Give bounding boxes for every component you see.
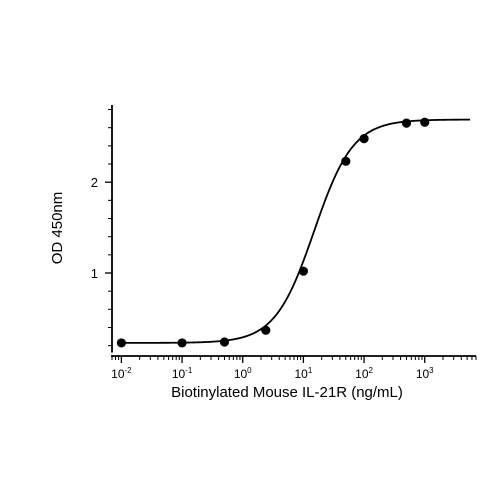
- data-point: [420, 117, 430, 127]
- data-point: [341, 156, 351, 166]
- y-tick-label: 2: [91, 175, 98, 190]
- data-point: [359, 133, 369, 144]
- data-point: [261, 325, 271, 335]
- x-axis-label: Biotinylated Mouse IL-21R (ng/mL): [171, 384, 403, 401]
- x-tick-label: 102: [355, 366, 373, 381]
- x-tick-label: 10-1: [172, 366, 193, 381]
- y-tick-label: 1: [91, 266, 98, 281]
- data-point: [116, 338, 126, 348]
- x-tick-label: 10-2: [111, 366, 132, 381]
- fit-curve: [121, 118, 471, 344]
- y-axis-label: OD 450nm: [49, 192, 66, 265]
- data-point: [401, 118, 412, 128]
- data-point: [298, 266, 308, 276]
- x-tick-label: 101: [294, 366, 312, 381]
- data-point: [219, 337, 230, 347]
- x-tick-label: 103: [416, 366, 434, 381]
- x-tick-label: 100: [234, 366, 252, 381]
- data-point: [177, 338, 187, 348]
